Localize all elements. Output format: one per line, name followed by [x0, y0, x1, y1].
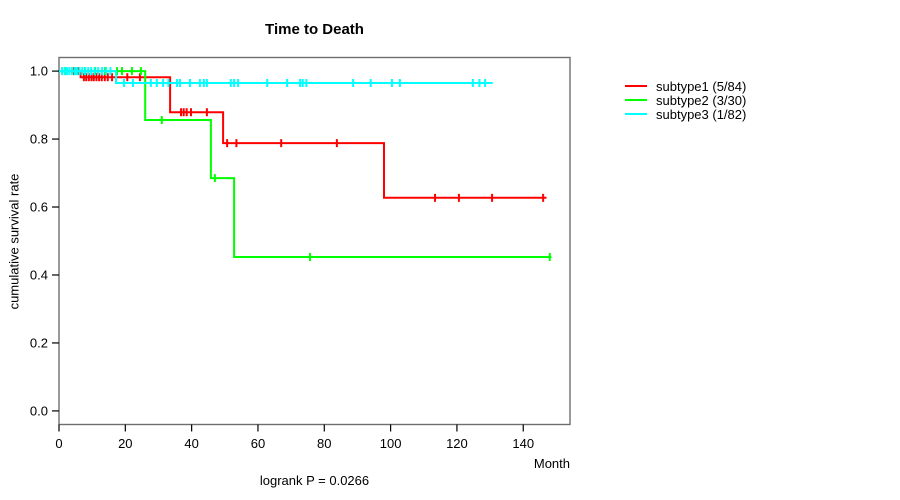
legend-item-subtype2: subtype2 (3/30)	[625, 92, 747, 108]
x-axis-title: Month	[533, 456, 570, 471]
legend-item-subtype3: subtype3 (1/82)	[625, 106, 747, 122]
legend-line-subtype2	[625, 99, 647, 101]
x-tick-label: 20	[118, 436, 132, 451]
y-tick-label: 0.6	[30, 200, 48, 215]
y-tick-label: 0.0	[30, 403, 48, 418]
x-tick-label: 140	[512, 436, 534, 451]
x-tick-label: 120	[446, 436, 468, 451]
y-tick-label: 1.0	[30, 64, 48, 79]
legend-label-subtype2: subtype2 (3/30)	[656, 92, 747, 108]
legend-line-subtype3	[625, 113, 647, 115]
legend-item-subtype1: subtype1 (5/84)	[625, 78, 747, 94]
legend-line-subtype1	[625, 85, 647, 87]
logrank-p-value: logrank P = 0.0266	[259, 473, 370, 488]
x-tick-label: 60	[251, 436, 265, 451]
x-tick-label: 0	[55, 436, 62, 451]
survival-curve-subtype2	[59, 70, 552, 258]
y-tick-label: 0.2	[30, 335, 48, 350]
legend-label-subtype3: subtype3 (1/82)	[656, 106, 747, 122]
legend-label-subtype1: subtype1 (5/84)	[656, 78, 747, 94]
x-tick-label: 100	[380, 436, 402, 451]
x-tick-label: 40	[184, 436, 198, 451]
y-tick-label: 0.8	[30, 132, 48, 147]
plot-frame	[58, 56, 571, 426]
x-tick-label: 80	[317, 436, 331, 451]
chart-title: Time to Death	[265, 21, 364, 38]
y-tick-label: 0.4	[30, 267, 48, 282]
legend: subtype1 (5/84) subtype2 (3/30) subtype3…	[625, 78, 747, 122]
survival-curve-subtype1	[59, 70, 547, 199]
